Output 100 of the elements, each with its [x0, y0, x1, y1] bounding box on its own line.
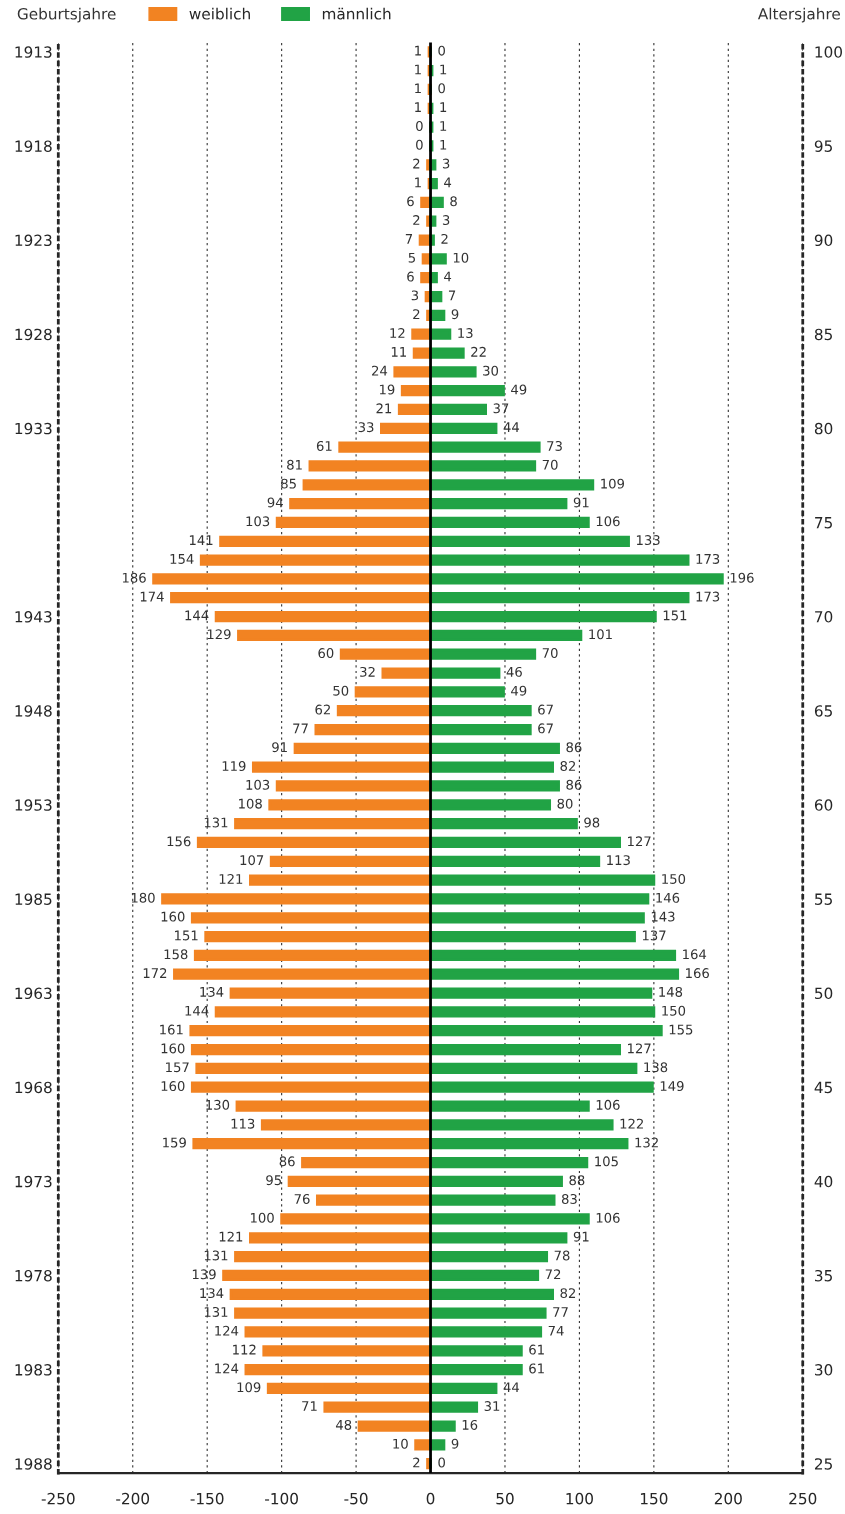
data-label: 1 — [440, 121, 447, 131]
data-label: 149 — [660, 1081, 684, 1092]
data-label: 106 — [596, 516, 620, 527]
data-label: 103 — [246, 779, 270, 790]
data-label: 124 — [215, 1363, 239, 1374]
data-label: 2 — [413, 215, 420, 225]
data-label: 16 — [462, 1419, 478, 1430]
y2-tick-label: 70 — [815, 611, 833, 623]
data-label: 72 — [545, 1269, 561, 1280]
data-label: 144 — [185, 610, 209, 621]
data-label: 148 — [659, 986, 683, 997]
data-label: 86 — [279, 1156, 295, 1167]
data-label: 112 — [233, 1344, 256, 1355]
y2-tick-label: 65 — [814, 705, 832, 717]
x-tick-label: 100 — [566, 1492, 593, 1505]
data-label: 62 — [315, 704, 330, 715]
legend-label: weiblich — [189, 7, 250, 20]
data-label: 61 — [529, 1344, 544, 1355]
data-label: 144 — [185, 1005, 209, 1016]
data-label: 127 — [628, 1043, 651, 1054]
data-label: 174 — [140, 591, 164, 602]
data-label: 113 — [231, 1118, 255, 1129]
data-label: 76 — [294, 1194, 310, 1204]
data-label: 166 — [686, 968, 709, 979]
data-label: 160 — [161, 1081, 185, 1092]
y2-axis-title: Altersjahre — [757, 7, 840, 23]
data-label: 61 — [316, 440, 332, 451]
data-label: 11 — [391, 347, 406, 357]
data-label: 91 — [272, 742, 287, 753]
data-label: 119 — [222, 761, 246, 771]
data-label: 5 — [408, 252, 415, 263]
data-label: 109 — [237, 1382, 261, 1393]
data-label: 131 — [204, 1306, 228, 1317]
data-label: 1 — [440, 64, 447, 75]
y-tick-label: 1933 — [15, 422, 52, 435]
data-label: 141 — [189, 535, 213, 545]
data-label: 32 — [360, 666, 375, 677]
data-label: 154 — [170, 554, 194, 564]
data-label: 143 — [651, 911, 675, 922]
data-label: 50 — [333, 685, 349, 696]
x-tick-label: -150 — [190, 1492, 224, 1505]
y2-tick-label: 25 — [814, 1458, 832, 1470]
data-label: 3 — [442, 215, 450, 226]
data-label: 150 — [662, 1005, 686, 1016]
data-label: 24 — [372, 365, 388, 376]
legend-label: männlich — [322, 7, 391, 20]
data-label: 1 — [415, 83, 421, 94]
data-label: 196 — [730, 572, 754, 583]
y-tick-label: 1928 — [15, 328, 52, 341]
data-label: 70 — [542, 459, 558, 470]
data-label: 91 — [573, 1231, 589, 1242]
data-label: 150 — [662, 873, 686, 884]
data-label: 127 — [628, 836, 651, 847]
data-label: 157 — [166, 1062, 189, 1073]
data-label: 100 — [250, 1212, 274, 1223]
data-label: 73 — [547, 440, 562, 451]
data-label: 67 — [538, 704, 553, 715]
data-label: 88 — [569, 1175, 585, 1186]
data-label: 159 — [163, 1137, 186, 1148]
y2-tick-label: 90 — [814, 234, 833, 247]
data-label: 2 — [413, 309, 420, 319]
data-label: 83 — [561, 1194, 577, 1204]
data-label: 132 — [635, 1137, 658, 1148]
data-label: 70 — [542, 648, 558, 659]
data-label: 122 — [620, 1118, 643, 1129]
data-label: 80 — [557, 798, 573, 809]
data-label: 134 — [200, 986, 224, 997]
y2-tick-label: 100 — [815, 46, 843, 58]
data-label: 129 — [207, 629, 231, 640]
data-label: 121 — [219, 1231, 243, 1242]
data-label: 2 — [413, 1457, 420, 1468]
data-label: 37 — [493, 403, 509, 414]
data-label: 158 — [164, 949, 188, 960]
data-label: 85 — [281, 478, 296, 489]
data-label: 19 — [379, 384, 395, 395]
data-label: 156 — [167, 836, 191, 847]
data-label: 134 — [200, 1288, 224, 1299]
data-label: 106 — [596, 1212, 620, 1223]
data-label: 1 — [440, 102, 447, 112]
data-label: 49 — [511, 384, 527, 395]
data-label: 1 — [415, 102, 421, 112]
data-label: 160 — [161, 1043, 185, 1054]
data-label: 0 — [416, 120, 423, 131]
data-label: 49 — [511, 685, 527, 696]
data-label: 82 — [560, 1288, 576, 1299]
data-label: 61 — [529, 1363, 544, 1374]
y2-tick-label: 85 — [814, 328, 832, 341]
x-tick-label: -200 — [116, 1492, 150, 1505]
y2-tick-label: 60 — [814, 799, 833, 811]
data-label: 180 — [131, 892, 155, 903]
data-label: 95 — [266, 1175, 281, 1186]
data-label: 107 — [240, 855, 264, 866]
data-label: 6 — [407, 271, 414, 282]
y-tick-label: 1918 — [15, 140, 52, 152]
y2-tick-label: 50 — [815, 987, 833, 1000]
data-label: 10 — [453, 252, 469, 263]
data-label: 7 — [405, 234, 413, 244]
data-label: 137 — [642, 930, 666, 941]
data-label: 77 — [293, 723, 308, 734]
data-label: 3 — [411, 290, 419, 301]
